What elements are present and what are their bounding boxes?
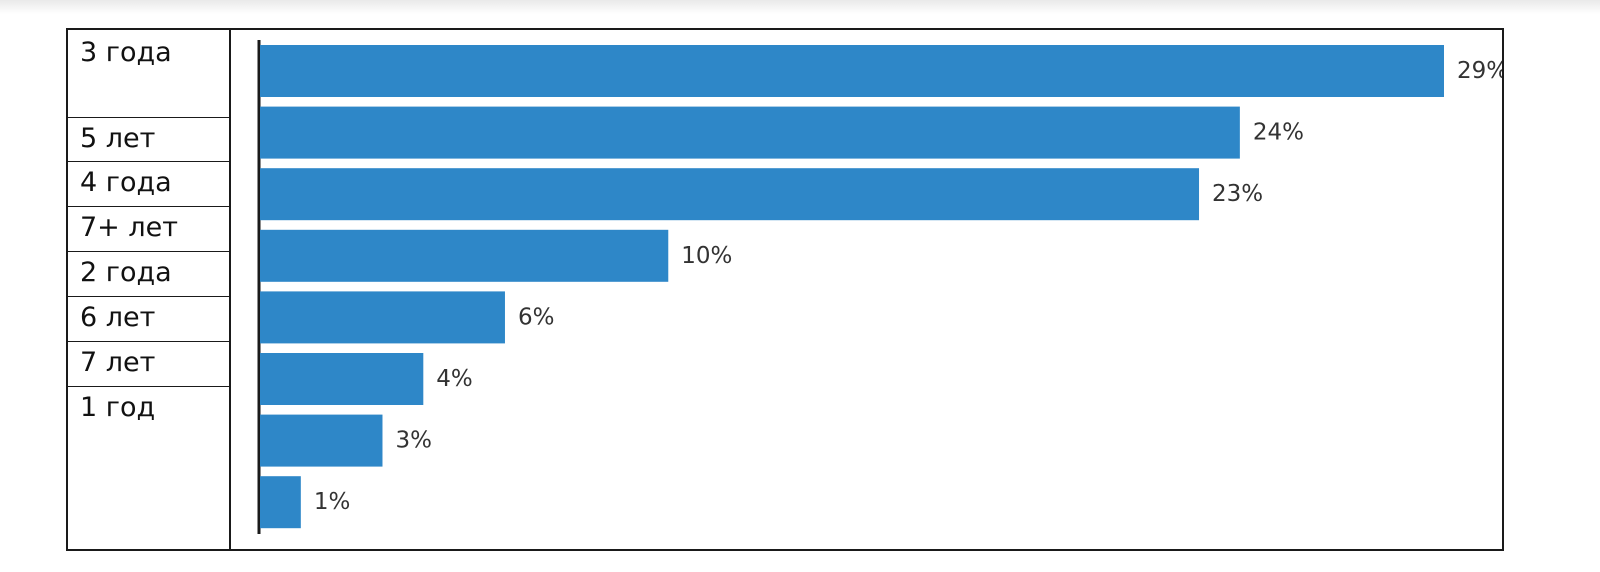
table-row-label: 3 года xyxy=(68,30,229,118)
data-label: 4% xyxy=(436,366,473,392)
bar xyxy=(260,476,301,529)
bar-chart: 29% 24% 23% 10% 6% 4% 3% 1% xyxy=(257,40,1502,534)
table-row-label: 6 лет xyxy=(68,297,229,342)
data-label: 23% xyxy=(1212,181,1263,207)
data-label: 24% xyxy=(1253,120,1304,146)
data-label: 10% xyxy=(681,243,732,269)
bar xyxy=(260,106,1240,159)
table-row-label: 5 лет xyxy=(68,118,229,162)
bar xyxy=(260,168,1200,221)
data-label: 1% xyxy=(314,489,351,515)
data-label: 29% xyxy=(1457,58,1502,84)
data-label: 3% xyxy=(395,428,432,454)
chart-frame: 3 года 5 лет 4 года 7+ лет 2 года 6 лет 7 лет 1… xyxy=(66,28,1504,551)
category-label-column: 3 года 5 лет 4 года 7+ лет 2 года 6 лет 7 лет 1… xyxy=(68,30,231,549)
data-label: 6% xyxy=(518,304,555,330)
table-row-label: 2 года xyxy=(68,252,229,297)
table-row-label: 7 лет xyxy=(68,342,229,387)
table-row-label: 4 года xyxy=(68,162,229,207)
bar xyxy=(260,45,1444,97)
bar xyxy=(260,291,505,344)
bar xyxy=(260,229,669,282)
table-row-label: 1 год xyxy=(80,392,156,423)
bar xyxy=(260,353,424,405)
table-row-label: 7+ лет xyxy=(68,207,229,252)
bar xyxy=(260,414,383,467)
